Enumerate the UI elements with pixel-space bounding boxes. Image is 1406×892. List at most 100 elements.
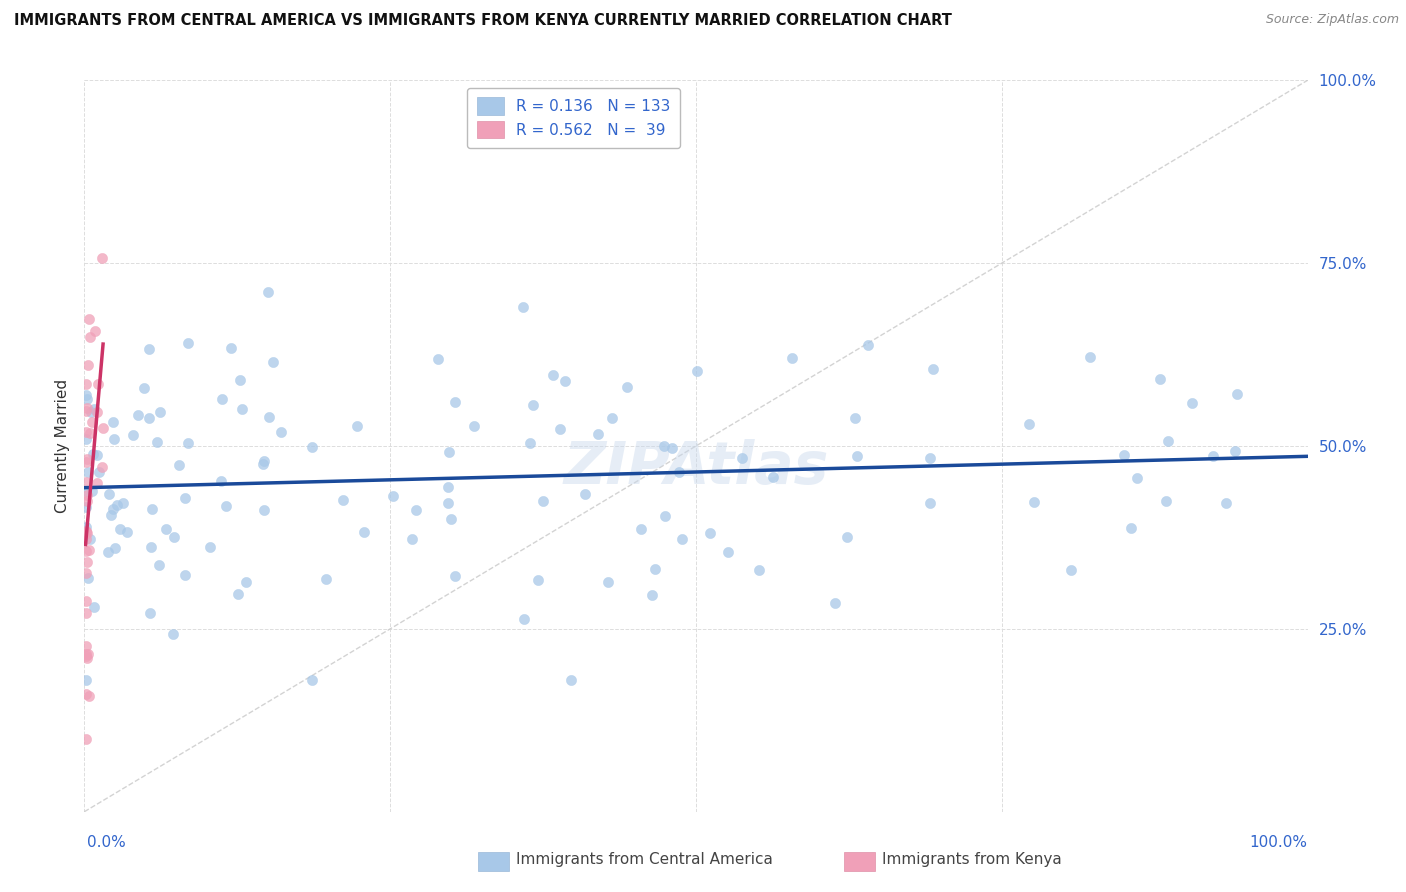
Point — [75, 673, 97, 687]
Point — [231, 402, 253, 417]
Point — [846, 449, 869, 463]
Point — [717, 544, 740, 558]
Point — [522, 398, 544, 412]
Point — [731, 450, 754, 465]
Point — [155, 522, 177, 536]
Point — [209, 474, 232, 488]
Point — [103, 415, 125, 429]
Point — [138, 410, 160, 425]
Point — [401, 532, 423, 546]
Point — [75, 524, 97, 539]
Point — [75, 593, 97, 607]
Point — [548, 422, 571, 436]
Point — [782, 351, 804, 365]
Point — [761, 470, 783, 484]
Point — [82, 447, 104, 461]
Point — [75, 388, 97, 402]
Point — [600, 411, 623, 425]
Point — [1226, 387, 1249, 401]
Point — [75, 483, 97, 498]
Point — [75, 731, 97, 746]
Point — [75, 525, 97, 540]
Point — [1059, 563, 1081, 577]
Point — [211, 392, 233, 407]
Point — [76, 401, 98, 415]
Point — [75, 532, 97, 546]
Point — [426, 351, 449, 366]
Point — [1202, 450, 1225, 464]
Point — [444, 395, 467, 409]
Point — [918, 496, 941, 510]
Point — [75, 648, 97, 663]
Point — [146, 434, 169, 449]
Point — [76, 359, 98, 373]
Point — [641, 588, 664, 602]
Point — [1114, 448, 1136, 462]
Point — [315, 572, 337, 586]
Point — [90, 460, 112, 475]
Point — [75, 647, 97, 661]
Point — [86, 448, 108, 462]
Point — [141, 502, 163, 516]
Point — [221, 341, 243, 355]
Point — [353, 525, 375, 540]
Point — [83, 402, 105, 417]
Legend: R = 0.136   N = 133, R = 0.562   N =  39: R = 0.136 N = 133, R = 0.562 N = 39 — [467, 88, 681, 148]
Point — [75, 425, 97, 440]
Point — [252, 458, 274, 472]
Point — [134, 381, 156, 395]
Point — [671, 532, 693, 546]
Point — [541, 368, 564, 383]
Point — [91, 421, 114, 435]
Point — [101, 501, 124, 516]
Point — [301, 440, 323, 454]
Point — [654, 509, 676, 524]
Point — [77, 311, 100, 326]
Point — [75, 520, 97, 534]
Point — [1225, 444, 1247, 458]
Point — [80, 404, 103, 418]
Text: ZIPAtlas: ZIPAtlas — [564, 440, 828, 497]
Point — [115, 525, 138, 540]
Point — [519, 436, 541, 450]
Point — [1078, 350, 1101, 364]
Point — [531, 493, 554, 508]
Point — [75, 475, 97, 489]
Point — [588, 426, 610, 441]
Point — [76, 452, 98, 467]
Point — [253, 502, 276, 516]
Point — [75, 454, 97, 468]
Point — [436, 480, 458, 494]
Point — [75, 376, 97, 391]
Point — [76, 465, 98, 479]
Point — [918, 450, 941, 465]
Point — [86, 405, 108, 419]
Point — [176, 336, 198, 351]
Text: IMMIGRANTS FROM CENTRAL AMERICA VS IMMIGRANTS FROM KENYA CURRENTLY MARRIED CORRE: IMMIGRANTS FROM CENTRAL AMERICA VS IMMIG… — [14, 13, 952, 29]
Point — [91, 251, 114, 265]
Point — [86, 475, 108, 490]
Point — [437, 496, 460, 510]
Point — [921, 362, 943, 376]
Point — [76, 571, 98, 585]
Point — [381, 489, 404, 503]
Point — [405, 503, 427, 517]
Point — [652, 439, 675, 453]
Text: 100.0%: 100.0% — [1250, 836, 1308, 850]
Point — [512, 612, 534, 626]
Text: 0.0%: 0.0% — [87, 836, 127, 850]
Point — [112, 496, 135, 510]
Point — [1156, 494, 1178, 508]
Point — [75, 687, 97, 701]
Point — [79, 542, 101, 557]
Point — [75, 566, 97, 580]
Point — [229, 373, 252, 387]
Point — [98, 487, 121, 501]
Point — [127, 408, 149, 422]
Point — [76, 525, 98, 540]
Point — [270, 425, 292, 439]
Point — [82, 483, 104, 498]
Point — [149, 405, 172, 419]
Point — [1018, 417, 1040, 431]
Point — [644, 562, 666, 576]
